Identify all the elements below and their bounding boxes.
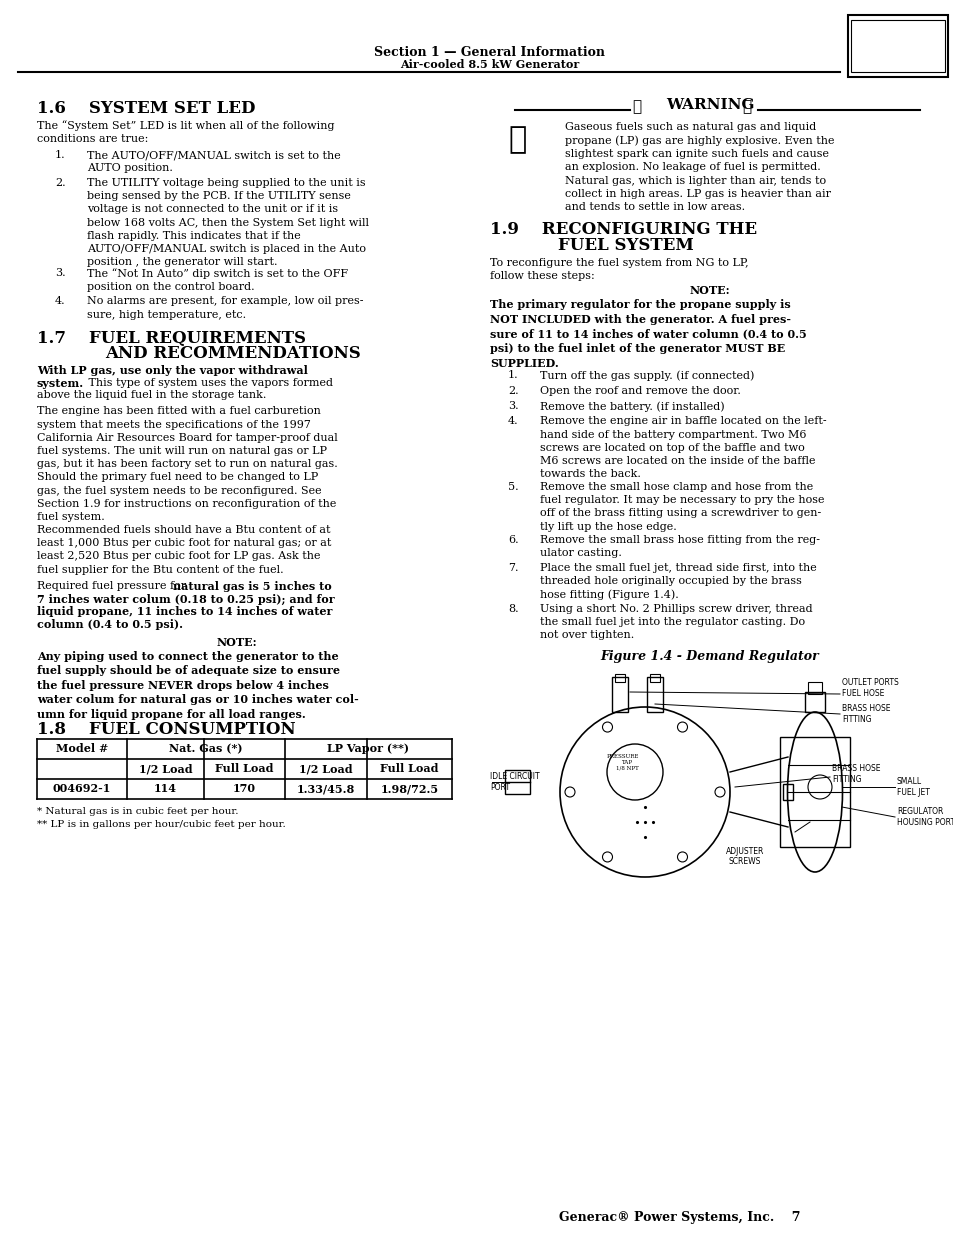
Text: IDLE CIRCUIT
PORT: IDLE CIRCUIT PORT <box>490 772 539 792</box>
Text: ⚠: ⚠ <box>741 100 750 114</box>
Text: 1.: 1. <box>55 149 66 161</box>
Bar <box>612 677 627 713</box>
Text: 1/2 Load: 1/2 Load <box>138 763 193 774</box>
Text: TAP: TAP <box>620 760 632 764</box>
Bar <box>782 784 792 800</box>
Text: 170: 170 <box>233 783 255 794</box>
Text: 7.: 7. <box>507 563 518 573</box>
Text: NOTE:: NOTE: <box>216 636 257 647</box>
Bar <box>780 737 849 847</box>
Text: Recommended fuels should have a Btu content of at
least 1,000 Btus per cubic foo: Recommended fuels should have a Btu cont… <box>37 525 331 574</box>
Text: With LP gas, use only the vapor withdrawal: With LP gas, use only the vapor withdraw… <box>37 366 308 377</box>
Text: * Natural gas is in cubic feet per hour.: * Natural gas is in cubic feet per hour. <box>37 806 238 816</box>
Text: Turn off the gas supply. (if connected): Turn off the gas supply. (if connected) <box>539 370 754 380</box>
Text: 8.: 8. <box>507 604 518 614</box>
Bar <box>847 15 947 77</box>
Text: Full Load: Full Load <box>215 763 274 774</box>
Text: PRESSURE: PRESSURE <box>606 755 639 760</box>
Text: Remove the small hose clamp and hose from the
fuel regulator. It may be necessar: Remove the small hose clamp and hose fro… <box>539 482 823 531</box>
Bar <box>804 692 824 713</box>
Text: GENERAL
INFORMATION: GENERAL INFORMATION <box>856 31 939 53</box>
Text: Remove the small brass hose fitting from the reg-
ulator casting.: Remove the small brass hose fitting from… <box>539 535 820 558</box>
Text: Remove the engine air in baffle located on the left-
hand side of the battery co: Remove the engine air in baffle located … <box>539 416 825 479</box>
Text: 4.: 4. <box>55 296 66 306</box>
Text: 2.: 2. <box>507 385 518 395</box>
Text: liquid propane, 11 inches to 14 inches of water: liquid propane, 11 inches to 14 inches o… <box>37 606 332 618</box>
Text: column (0.4 to 0.5 psi).: column (0.4 to 0.5 psi). <box>37 619 183 630</box>
Text: 1.9    RECONFIGURING THE: 1.9 RECONFIGURING THE <box>490 221 757 238</box>
Text: Full Load: Full Load <box>380 763 438 774</box>
Text: 4.: 4. <box>507 416 518 426</box>
Text: 1.6    SYSTEM SET LED: 1.6 SYSTEM SET LED <box>37 100 255 117</box>
Text: The “Not In Auto” dip switch is set to the OFF
position on the control board.: The “Not In Auto” dip switch is set to t… <box>87 268 348 293</box>
Text: 114: 114 <box>153 783 177 794</box>
Text: NOTE:: NOTE: <box>689 285 730 296</box>
Bar <box>649 674 659 682</box>
Text: 1.33/45.8: 1.33/45.8 <box>296 783 355 794</box>
Text: Required fuel pressure for: Required fuel pressure for <box>37 580 190 592</box>
Text: This type of system uses the vapors formed: This type of system uses the vapors form… <box>85 378 333 388</box>
Text: system.: system. <box>37 378 84 389</box>
Text: BRASS HOSE
FITTING: BRASS HOSE FITTING <box>831 764 880 784</box>
Text: 6.: 6. <box>507 535 518 545</box>
Text: Nat. Gas (*): Nat. Gas (*) <box>169 743 242 755</box>
Text: Open the roof and remove the door.: Open the roof and remove the door. <box>539 385 740 395</box>
Text: 3.: 3. <box>55 268 66 279</box>
Text: ⚠: ⚠ <box>631 100 640 114</box>
Bar <box>615 674 624 682</box>
Text: WARNING: WARNING <box>665 98 754 112</box>
Text: The UTILITY voltage being supplied to the unit is
being sensed by the PCB. If th: The UTILITY voltage being supplied to th… <box>87 178 369 267</box>
Text: natural gas is 5 inches to: natural gas is 5 inches to <box>172 580 332 592</box>
Text: 1.98/72.5: 1.98/72.5 <box>380 783 438 794</box>
Text: ADJUSTER
SCREWS: ADJUSTER SCREWS <box>725 847 763 867</box>
Text: 1.8    FUEL CONSUMPTION: 1.8 FUEL CONSUMPTION <box>37 721 295 739</box>
Text: 3.: 3. <box>507 401 518 411</box>
Text: Place the small fuel jet, thread side first, into the
threaded hole originally o: Place the small fuel jet, thread side fi… <box>539 563 816 600</box>
Text: 004692-1: 004692-1 <box>52 783 112 794</box>
Text: Any piping used to connect the generator to the
fuel supply should be of adequat: Any piping used to connect the generator… <box>37 651 358 720</box>
Text: REGULATOR
HOUSING PORT: REGULATOR HOUSING PORT <box>896 808 953 826</box>
Text: The engine has been fitted with a fuel carburetion
system that meets the specifi: The engine has been fitted with a fuel c… <box>37 406 337 522</box>
Text: ** LP is in gallons per hour/cubic feet per hour.: ** LP is in gallons per hour/cubic feet … <box>37 820 286 829</box>
Text: Air-cooled 8.5 kW Generator: Air-cooled 8.5 kW Generator <box>400 58 579 69</box>
Text: Gaseous fuels such as natural gas and liquid
propane (LP) gas are highly explosi: Gaseous fuels such as natural gas and li… <box>564 122 834 212</box>
Text: 1/8 NPT: 1/8 NPT <box>615 766 638 771</box>
Text: BRASS HOSE
FITTING: BRASS HOSE FITTING <box>841 704 889 724</box>
Text: No alarms are present, for example, low oil pres-
sure, high temperature, etc.: No alarms are present, for example, low … <box>87 296 363 320</box>
Text: ⚠: ⚠ <box>507 124 526 156</box>
Text: The AUTO/OFF/MANUAL switch is set to the
AUTO position.: The AUTO/OFF/MANUAL switch is set to the… <box>87 149 340 173</box>
Text: 1.7    FUEL REQUIREMENTS: 1.7 FUEL REQUIREMENTS <box>37 330 306 347</box>
Text: 1.: 1. <box>507 370 518 380</box>
Text: Model #: Model # <box>56 743 108 755</box>
Text: 7 inches water colum (0.18 to 0.25 psi); and for: 7 inches water colum (0.18 to 0.25 psi);… <box>37 594 335 605</box>
Bar <box>504 769 530 794</box>
Text: The “System Set” LED is lit when all of the following
conditions are true:: The “System Set” LED is lit when all of … <box>37 120 335 144</box>
Text: Figure 1.4 - Demand Regulator: Figure 1.4 - Demand Regulator <box>600 650 819 663</box>
Text: FUEL SYSTEM: FUEL SYSTEM <box>558 237 693 254</box>
Polygon shape <box>729 757 787 827</box>
Text: SMALL
FUEL JET: SMALL FUEL JET <box>896 777 929 797</box>
Text: OUTLET PORTS
FUEL HOSE: OUTLET PORTS FUEL HOSE <box>841 678 898 698</box>
Text: To reconfigure the fuel system from NG to LP,
follow these steps:: To reconfigure the fuel system from NG t… <box>490 258 748 280</box>
Text: above the liquid fuel in the storage tank.: above the liquid fuel in the storage tan… <box>37 390 266 400</box>
Bar <box>807 682 821 694</box>
Text: Using a short No. 2 Phillips screw driver, thread
the small fuel jet into the re: Using a short No. 2 Phillips screw drive… <box>539 604 812 640</box>
Bar <box>646 677 662 713</box>
Text: LP Vapor (**): LP Vapor (**) <box>327 743 409 755</box>
Text: The primary regulator for the propane supply is
NOT INCLUDED with the generator.: The primary regulator for the propane su… <box>490 300 806 369</box>
Text: AND RECOMMENDATIONS: AND RECOMMENDATIONS <box>105 346 360 363</box>
Bar <box>850 20 944 72</box>
Text: 1/2 Load: 1/2 Load <box>299 763 353 774</box>
Text: 5.: 5. <box>507 482 518 492</box>
Text: Section 1 — General Information: Section 1 — General Information <box>375 46 605 58</box>
Text: 2.: 2. <box>55 178 66 188</box>
Text: Generac® Power Systems, Inc.    7: Generac® Power Systems, Inc. 7 <box>558 1212 800 1224</box>
Text: Remove the battery. (if installed): Remove the battery. (if installed) <box>539 401 724 411</box>
